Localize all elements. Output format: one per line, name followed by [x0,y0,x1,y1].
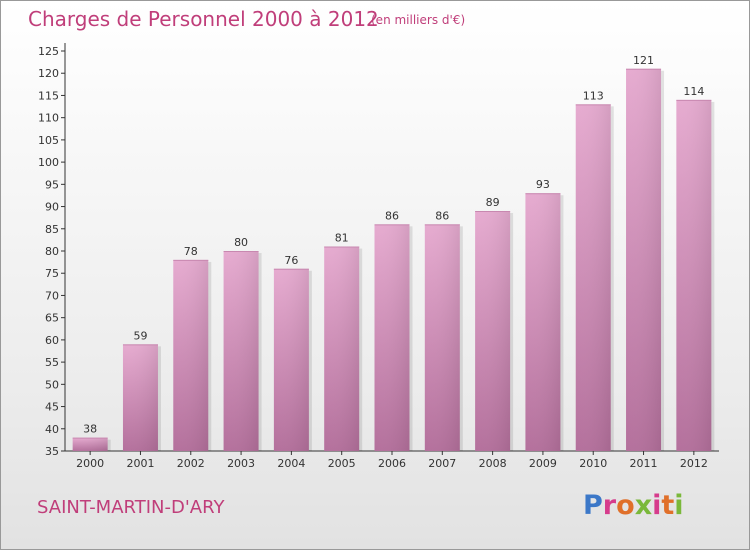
axes: 35 40 45 50 55 60 65 70 75 80 85 90 95 100 105 110 115 12… [38,43,719,458]
x-tick-label-2005: 2005 [328,457,356,470]
bar-highlight [273,268,309,451]
x-tick-label-2009: 2009 [529,457,557,470]
bar-highlight [324,246,360,451]
bars [72,68,715,452]
bar-highlight [475,211,511,451]
bar-highlight [525,193,561,451]
y-tick-label: 115 [38,89,59,102]
chart-subtitle: (en milliers d'€) [371,13,466,27]
bar-highlight [72,437,108,451]
bar-highlight [122,344,158,451]
commune-name: SAINT-MARTIN-D'ARY [37,497,225,518]
y-tick-label: 95 [45,178,59,191]
y-tick-label: 120 [38,67,59,80]
x-tick-label-2002: 2002 [177,457,205,470]
y-tick-label: 100 [38,156,59,169]
value-label-2011: 121 [633,54,654,67]
bar-highlight [223,251,259,451]
x-tick-label-2010: 2010 [579,457,607,470]
bar-highlight [173,259,209,451]
bar-highlight [575,104,611,451]
x-tick-label-2008: 2008 [479,457,507,470]
bar-highlight [424,224,460,451]
y-tick-label: 35 [45,445,59,458]
y-tick-label: 110 [38,112,59,125]
x-tick-label-2011: 2011 [630,457,658,470]
y-tick-label: 50 [45,378,59,391]
x-tick-label-2001: 2001 [126,457,154,470]
y-tick-label: 75 [45,267,59,280]
value-label-2004: 76 [284,254,298,267]
bar-highlight [374,224,410,451]
y-tick-label: 125 [38,45,59,58]
proxiti-logo[interactable]: Proxiti [583,490,684,521]
value-label-2000: 38 [83,423,97,436]
y-tick-label: 60 [45,334,59,347]
y-tick-label: 90 [45,201,59,214]
bar-highlight [676,99,712,451]
x-tick-label-2006: 2006 [378,457,406,470]
y-tick-label: 105 [38,134,59,147]
y-tick-label: 70 [45,289,59,302]
x-tick-label-2003: 2003 [227,457,255,470]
value-label-2010: 113 [583,89,604,102]
x-tick-label-2004: 2004 [277,457,305,470]
value-label-2008: 89 [486,196,500,209]
value-label-2012: 114 [683,85,704,98]
value-label-2006: 86 [385,209,399,222]
y-tick-label: 40 [45,423,59,436]
value-label-2003: 80 [234,236,248,249]
labels: 38 2000 59 2001 78 2002 80 2003 76 2004 81 2005 86 20… [76,54,708,470]
x-tick-label-2007: 2007 [428,457,456,470]
bar-highlight [626,68,662,452]
y-tick-label: 85 [45,223,59,236]
value-label-2002: 78 [184,245,198,258]
y-tick-label: 65 [45,312,59,325]
value-label-2005: 81 [335,232,349,245]
y-tick-label: 55 [45,356,59,369]
x-tick-label-2012: 2012 [680,457,708,470]
value-label-2001: 59 [133,329,147,342]
value-label-2007: 86 [435,209,449,222]
y-tick-label: 45 [45,401,59,414]
y-tick-label: 80 [45,245,59,258]
x-tick-label-2000: 2000 [76,457,104,470]
value-label-2009: 93 [536,178,550,191]
chart-title: Charges de Personnel 2000 à 2012 [28,7,379,31]
